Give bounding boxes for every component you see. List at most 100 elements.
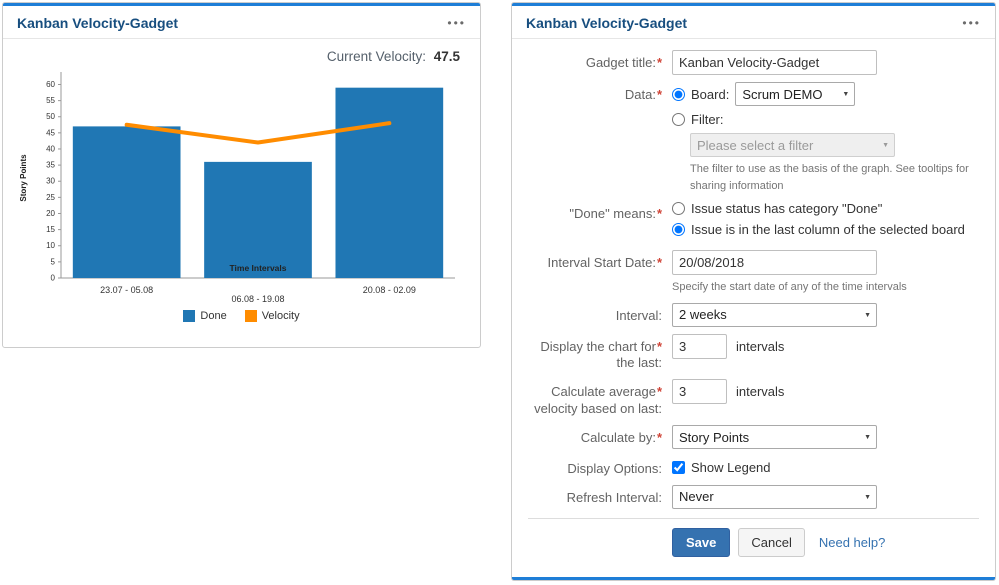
svg-text:10: 10 bbox=[46, 241, 55, 250]
display-chart-intervals-suffix: intervals bbox=[736, 338, 785, 354]
velocity-gadget-card: Kanban Velocity-Gadget ••• Current Veloc… bbox=[2, 2, 481, 348]
row-data-source: Data:* Board: Scrum DEMO ▼ Filter: bbox=[528, 82, 979, 194]
calculate-average-label: Calculate average* velocity based on las… bbox=[534, 384, 662, 417]
legend-label: Velocity bbox=[261, 310, 300, 322]
chevron-down-icon: ▼ bbox=[882, 142, 889, 149]
card-top-accent bbox=[512, 3, 995, 6]
calculate-average-intervals-suffix: intervals bbox=[736, 384, 785, 400]
board-select-value: Scrum DEMO bbox=[742, 86, 823, 102]
board-radio[interactable] bbox=[672, 87, 685, 101]
form-buttons: Save Cancel Need help? bbox=[672, 527, 979, 563]
display-chart-for-label: Display the chart for* the last: bbox=[540, 338, 662, 371]
filter-select[interactable]: Please select a filter ▼ bbox=[690, 133, 895, 157]
filter-radio[interactable] bbox=[672, 113, 685, 126]
interval-start-date-label: Interval Start Date:* bbox=[547, 255, 662, 270]
required-asterisk: * bbox=[656, 255, 662, 270]
refresh-interval-label: Refresh Interval: bbox=[566, 489, 662, 505]
svg-text:0: 0 bbox=[51, 274, 56, 283]
refresh-interval-select[interactable]: Never ▼ bbox=[672, 484, 877, 509]
show-legend-label: Show Legend bbox=[691, 460, 771, 476]
save-button[interactable]: Save bbox=[672, 527, 731, 557]
velocity-gadget-settings-card: Kanban Velocity-Gadget ••• Gadget title:… bbox=[511, 2, 996, 581]
data-label: Data:* bbox=[624, 87, 662, 102]
required-asterisk: * bbox=[656, 55, 662, 70]
show-legend-checkbox[interactable] bbox=[672, 461, 685, 475]
calculate-by-select[interactable]: Story Points ▼ bbox=[672, 425, 877, 450]
calculate-by-select-value: Story Points bbox=[679, 429, 750, 445]
legend-done: Done bbox=[183, 310, 227, 322]
chevron-down-icon: ▼ bbox=[864, 434, 871, 442]
chevron-down-icon: ▼ bbox=[864, 311, 871, 319]
current-velocity-value: 47.5 bbox=[433, 49, 460, 64]
done-means-label: "Done" means:* bbox=[569, 206, 662, 221]
velocity-chart-svg: 0 5 10 15 20 25 30 35 40 45 50 55 60 23.07 - 05.08 06.… bbox=[19, 72, 455, 304]
done-last-column-radio[interactable] bbox=[672, 223, 685, 236]
row-display-options: Display Options: Show Legend bbox=[528, 456, 979, 478]
calculate-by-label: Calculate by:* bbox=[580, 430, 662, 446]
row-gadget-title: Gadget title:* bbox=[528, 50, 979, 75]
interval-select-value: 2 weeks bbox=[679, 307, 727, 322]
row-display-chart-for: Display the chart for* the last: interva… bbox=[528, 333, 979, 373]
cancel-button[interactable]: Cancel bbox=[738, 527, 805, 557]
svg-text:60: 60 bbox=[46, 80, 55, 89]
current-velocity: Current Velocity: 47.5 bbox=[15, 43, 468, 64]
settings-form: Gadget title:* Data:* Board: Scrum DEMO … bbox=[512, 39, 995, 571]
gadget-menu-icon[interactable]: ••• bbox=[447, 16, 466, 30]
svg-text:15: 15 bbox=[46, 225, 55, 234]
calculate-average-intervals-input[interactable] bbox=[672, 379, 727, 405]
gadget-menu-icon[interactable]: ••• bbox=[962, 16, 981, 30]
interval-start-date-help: Specify the start date of any of the tim… bbox=[672, 281, 907, 293]
board-radio-label: Board: bbox=[691, 86, 730, 102]
refresh-interval-select-value: Never bbox=[679, 489, 714, 505]
interval-select[interactable]: 2 weeks ▼ bbox=[672, 302, 877, 327]
gadget-title-input[interactable] bbox=[672, 50, 877, 75]
required-asterisk: * bbox=[656, 384, 662, 400]
row-calculate-by: Calculate by:* Story Points ▼ bbox=[528, 425, 979, 450]
display-chart-intervals-input[interactable] bbox=[672, 333, 727, 359]
left-card-header: Kanban Velocity-Gadget ••• bbox=[3, 6, 480, 39]
chart-body: Current Velocity: 47.5 0 5 10 15 20 25 30 35 40 4… bbox=[3, 39, 480, 330]
required-asterisk: * bbox=[656, 338, 662, 354]
need-help-link[interactable]: Need help? bbox=[818, 534, 886, 550]
row-done-means: "Done" means:* Issue status has category… bbox=[528, 201, 979, 243]
form-divider bbox=[528, 517, 979, 519]
filter-select-placeholder: Please select a filter bbox=[697, 137, 814, 153]
required-asterisk: * bbox=[656, 87, 662, 102]
legend-swatch bbox=[244, 310, 257, 322]
done-last-column-label: Issue is in the last column of the selec… bbox=[691, 222, 965, 237]
chevron-down-icon: ▼ bbox=[842, 91, 850, 98]
legend-swatch bbox=[183, 310, 196, 322]
svg-text:40: 40 bbox=[46, 144, 55, 153]
svg-text:45: 45 bbox=[46, 128, 55, 137]
row-calculate-average: Calculate average* velocity based on las… bbox=[528, 379, 979, 418]
card-bottom-accent bbox=[512, 577, 995, 580]
card-top-accent bbox=[3, 3, 480, 6]
done-category-label: Issue status has category "Done" bbox=[691, 201, 883, 216]
svg-text:Time Intervals: Time Intervals bbox=[229, 263, 286, 273]
row-interval: Interval: 2 weeks ▼ bbox=[528, 302, 979, 327]
svg-text:35: 35 bbox=[46, 161, 55, 170]
interval-label: Interval: bbox=[615, 307, 662, 323]
svg-text:Story Points: Story Points bbox=[19, 154, 28, 202]
svg-text:20: 20 bbox=[46, 209, 55, 218]
svg-text:06.08 - 19.08: 06.08 - 19.08 bbox=[231, 294, 284, 304]
display-options-label: Display Options: bbox=[567, 461, 662, 477]
legend-velocity: Velocity bbox=[244, 310, 300, 322]
svg-text:30: 30 bbox=[46, 177, 55, 186]
filter-help-text: The filter to use as the basis of the gr… bbox=[690, 163, 969, 192]
done-category-radio[interactable] bbox=[672, 202, 685, 215]
required-asterisk: * bbox=[656, 430, 662, 446]
chevron-down-icon: ▼ bbox=[864, 493, 871, 501]
svg-text:25: 25 bbox=[46, 193, 55, 202]
interval-start-date-input[interactable] bbox=[672, 250, 877, 275]
current-velocity-label: Current Velocity: bbox=[326, 49, 426, 64]
svg-text:55: 55 bbox=[46, 96, 55, 105]
board-select[interactable]: Scrum DEMO ▼ bbox=[735, 82, 856, 106]
chart-legend: Done Velocity bbox=[15, 310, 468, 322]
page-title: Kanban Velocity-Gadget bbox=[17, 15, 179, 31]
svg-text:23.07 - 05.08: 23.07 - 05.08 bbox=[100, 285, 153, 295]
velocity-chart: 0 5 10 15 20 25 30 35 40 45 50 55 60 23.07 - 05.08 06.… bbox=[15, 64, 468, 316]
right-card-header: Kanban Velocity-Gadget ••• bbox=[512, 6, 995, 39]
legend-label: Done bbox=[200, 310, 227, 322]
svg-text:50: 50 bbox=[46, 112, 55, 121]
